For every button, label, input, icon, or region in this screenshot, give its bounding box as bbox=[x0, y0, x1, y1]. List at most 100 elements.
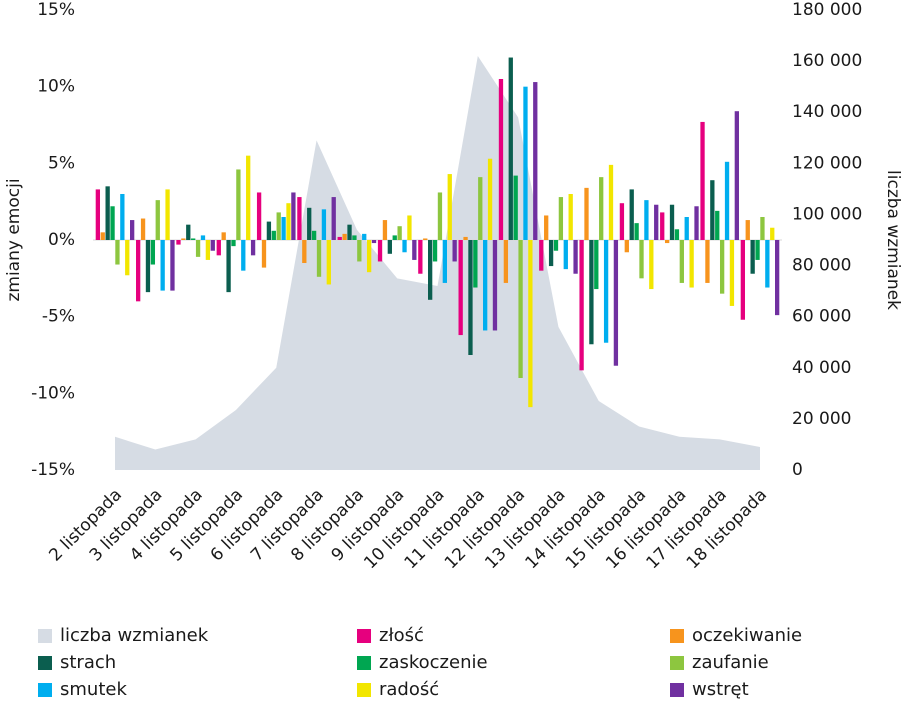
bar bbox=[176, 240, 181, 245]
bar bbox=[387, 240, 392, 254]
bar bbox=[382, 220, 388, 240]
bar bbox=[266, 221, 272, 240]
bar bbox=[539, 240, 544, 271]
bar bbox=[664, 240, 670, 244]
legend-swatch bbox=[38, 629, 52, 643]
y2-tick-label: 160 000 bbox=[792, 51, 862, 71]
bar bbox=[594, 240, 599, 290]
y-tick-label: -15% bbox=[31, 460, 75, 480]
y-tick-label: -5% bbox=[42, 307, 75, 327]
bar bbox=[544, 215, 549, 240]
bar bbox=[357, 240, 362, 262]
bar bbox=[256, 192, 262, 240]
y2-tick-label: 140 000 bbox=[792, 102, 862, 122]
bar bbox=[181, 238, 186, 240]
bar bbox=[579, 240, 584, 371]
bar bbox=[775, 240, 780, 316]
area bbox=[115, 56, 760, 470]
bar bbox=[487, 158, 493, 240]
bar bbox=[503, 240, 509, 283]
bar bbox=[654, 204, 659, 240]
bar bbox=[573, 240, 578, 274]
bar bbox=[563, 240, 568, 270]
bar bbox=[326, 240, 331, 285]
bar bbox=[321, 209, 327, 240]
bar bbox=[195, 240, 201, 257]
bar bbox=[136, 240, 141, 302]
bar bbox=[649, 240, 654, 290]
bar bbox=[377, 240, 383, 262]
y2-tick-label: 0 bbox=[792, 460, 803, 480]
legend-label: wstręt bbox=[692, 679, 749, 700]
bar bbox=[155, 200, 160, 240]
y2-tick-label: 100 000 bbox=[792, 204, 862, 224]
bar bbox=[508, 57, 513, 241]
legend-label: zaskoczenie bbox=[379, 652, 488, 673]
y2-tick-label: 120 000 bbox=[792, 153, 862, 173]
bar bbox=[755, 240, 760, 260]
bar bbox=[679, 240, 684, 283]
bar bbox=[311, 230, 317, 240]
bar bbox=[442, 240, 447, 283]
bar bbox=[533, 82, 538, 240]
legend-label: strach bbox=[60, 652, 116, 673]
bar bbox=[644, 200, 649, 240]
bar bbox=[603, 240, 609, 343]
bar bbox=[392, 235, 397, 240]
legend-label: smutek bbox=[60, 679, 127, 700]
legend-label: zaufanie bbox=[692, 652, 769, 673]
bar bbox=[236, 169, 241, 240]
bar bbox=[412, 240, 417, 260]
bar bbox=[478, 177, 483, 240]
legend-label: oczekiwanie bbox=[692, 625, 802, 646]
legend-swatch bbox=[670, 629, 684, 643]
bar bbox=[523, 86, 528, 241]
legend-swatch bbox=[38, 683, 52, 697]
bar bbox=[186, 224, 191, 240]
bar bbox=[483, 240, 488, 331]
bar bbox=[307, 207, 312, 240]
bar bbox=[589, 240, 594, 345]
bar bbox=[145, 240, 151, 293]
bar bbox=[719, 240, 725, 294]
legend-swatch bbox=[670, 683, 684, 697]
bar bbox=[362, 233, 367, 240]
bar bbox=[463, 236, 468, 240]
bar bbox=[458, 240, 463, 336]
bar bbox=[250, 240, 256, 256]
bar bbox=[568, 194, 573, 240]
bar bbox=[347, 224, 352, 240]
bar bbox=[428, 240, 433, 300]
bar bbox=[437, 192, 443, 240]
bar bbox=[689, 240, 694, 288]
bar bbox=[700, 121, 705, 240]
bar bbox=[337, 236, 342, 240]
bar bbox=[130, 220, 135, 240]
bar bbox=[674, 229, 680, 240]
bar bbox=[734, 111, 739, 240]
bar bbox=[276, 212, 281, 240]
y-tick-label: 15% bbox=[37, 0, 75, 20]
bar bbox=[170, 240, 175, 291]
bar bbox=[513, 175, 518, 240]
legend-swatch bbox=[357, 629, 371, 643]
bar bbox=[342, 233, 347, 240]
bar bbox=[765, 240, 770, 288]
bar bbox=[553, 240, 559, 251]
bar bbox=[694, 206, 699, 240]
bar bbox=[498, 79, 504, 240]
bar bbox=[316, 240, 322, 277]
bar bbox=[634, 223, 639, 240]
bar bbox=[468, 240, 473, 355]
bar bbox=[397, 226, 402, 240]
y2-tick-label: 40 000 bbox=[792, 358, 851, 378]
y-tick-label: -10% bbox=[31, 383, 75, 403]
bar bbox=[331, 197, 336, 240]
bar bbox=[447, 174, 452, 240]
bar bbox=[770, 227, 775, 240]
bar bbox=[271, 230, 276, 240]
bar bbox=[599, 177, 604, 240]
bar bbox=[715, 210, 720, 240]
legend-label: radość bbox=[379, 679, 439, 700]
bar bbox=[624, 240, 629, 253]
